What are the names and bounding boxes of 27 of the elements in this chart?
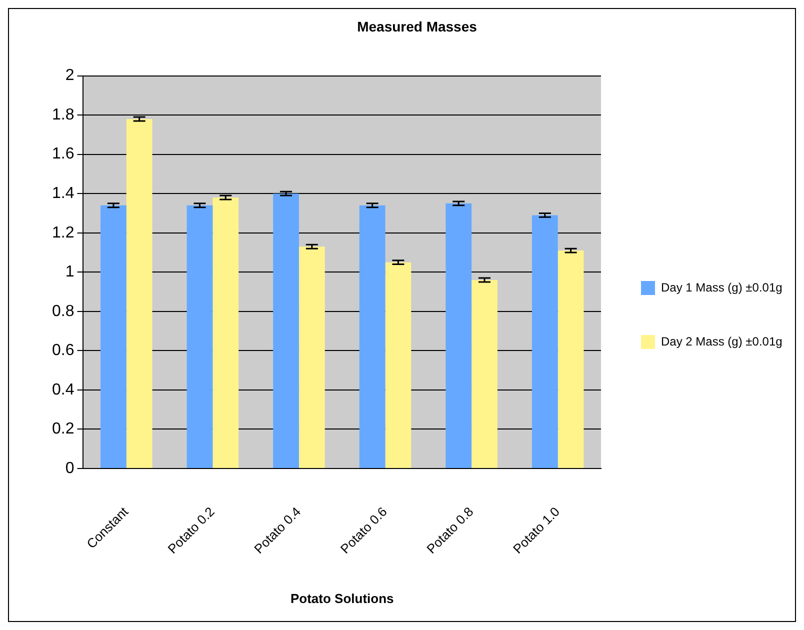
x-axis-title: Potato Solutions	[290, 590, 394, 606]
y-tick-label: 0.6	[52, 342, 74, 360]
y-tick-label: 0.2	[52, 420, 74, 438]
y-tick-label: 2	[65, 67, 74, 84]
legend-label: Day 1 Mass (g) ±0.01g	[661, 280, 782, 294]
bar	[212, 198, 239, 468]
y-tick-label: 1.8	[52, 106, 74, 124]
bar	[446, 203, 472, 468]
bar	[273, 194, 299, 468]
bar	[385, 262, 412, 468]
bar	[298, 246, 325, 468]
y-tick-label: 1	[65, 264, 74, 281]
bar	[126, 118, 152, 468]
y-tick-label: 0	[65, 460, 74, 477]
bar	[359, 205, 386, 468]
chart-title: Measured Masses	[357, 18, 478, 34]
y-tick-label: 0.8	[52, 302, 74, 320]
y-tick-label: 1.6	[52, 146, 74, 163]
bar	[558, 250, 584, 468]
y-tick-label: 1.4	[52, 185, 74, 202]
bar	[186, 205, 213, 468]
y-tick-label: 0.4	[52, 381, 74, 398]
bar	[532, 215, 558, 468]
legend-label: Day 2 Mass (g) ±0.01g	[661, 334, 782, 348]
y-tick-label: 1.2	[52, 224, 74, 242]
bar	[100, 205, 126, 468]
bar	[472, 280, 498, 468]
